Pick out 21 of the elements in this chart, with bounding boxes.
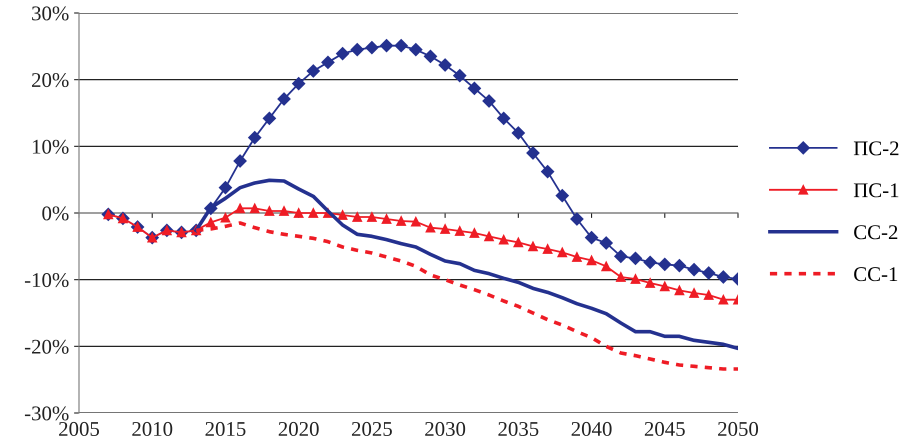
x-tick-label: 2040 xyxy=(572,422,612,436)
x-tick-label: 2050 xyxy=(718,422,758,436)
legend-label: СС-1 xyxy=(854,267,898,282)
x-tick-label: 2015 xyxy=(206,422,246,436)
y-tick-label: 30% xyxy=(32,6,69,20)
x-tick-label: 2025 xyxy=(352,422,392,436)
x-tick-label: 2035 xyxy=(498,422,538,436)
legend-label: СС-2 xyxy=(854,225,898,240)
y-tick-label: -20% xyxy=(24,340,69,354)
y-tick-label: 10% xyxy=(32,140,69,154)
x-tick-label: 2045 xyxy=(644,422,685,436)
x-tick-label: 2005 xyxy=(59,422,100,436)
y-tick-label: 0% xyxy=(42,206,69,220)
y-tick-label: -10% xyxy=(24,273,69,288)
y-tick-label: 20% xyxy=(32,73,69,88)
x-tick-label: 2030 xyxy=(425,422,466,436)
legend-label: ПС-2 xyxy=(854,141,898,156)
legend-label: ПС-1 xyxy=(854,183,898,198)
y-tick-label: -30% xyxy=(24,406,69,420)
x-tick-label: 2010 xyxy=(132,422,172,436)
x-tick-label: 2020 xyxy=(278,422,319,436)
